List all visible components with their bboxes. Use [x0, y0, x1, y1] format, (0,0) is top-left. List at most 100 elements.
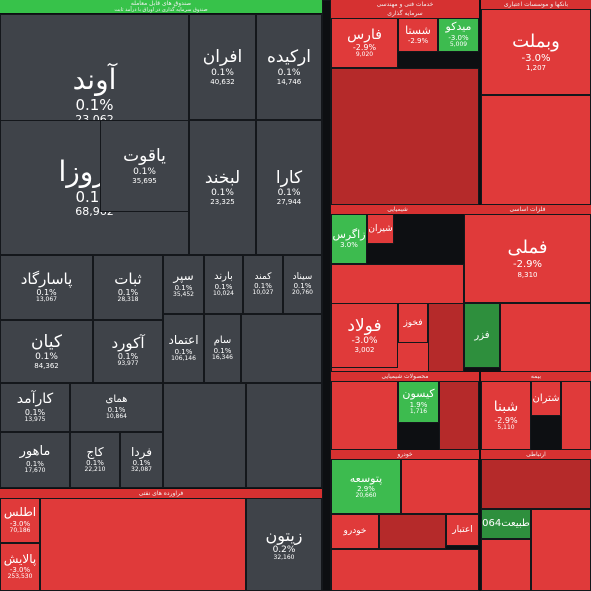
treemap-tile[interactable]: شیران — [367, 214, 394, 244]
tile-value: 28,318 — [117, 296, 139, 304]
treemap-tile[interactable]: فردا 0.1% 32,087 — [120, 432, 163, 488]
tile-name: بارند — [214, 271, 233, 283]
tile-change: 0.1% — [75, 95, 114, 114]
group-header: فلزات اساسی — [464, 205, 591, 214]
tile-name: فارس — [347, 26, 382, 43]
treemap-tile[interactable]: سیناد 0.1% 20,760 — [283, 255, 322, 314]
treemap-tile[interactable]: سام 0.1% 16,346 — [204, 314, 241, 383]
tile-change: 0.1% — [117, 352, 139, 362]
treemap-tile[interactable]: کمند 0.1% 10,027 — [243, 255, 283, 314]
group-header: خودرو — [331, 450, 479, 459]
treemap-tile[interactable]: افران 0.1% 40,632 — [189, 14, 256, 120]
treemap-tile[interactable]: اعتماد 0.1% 106,146 — [163, 314, 204, 383]
treemap-tile[interactable]: اطلس -3.0% 70,186 — [0, 498, 40, 543]
treemap-tile[interactable]: شستا -2.9% — [398, 18, 438, 52]
treemap-tile[interactable]: ماهور 0.1% 17,670 — [0, 432, 70, 488]
tile-change: -2.9% — [494, 415, 518, 425]
group-header: بیمه — [481, 372, 591, 381]
treemap-tile[interactable]: یاقوت 0.1% 35,695 — [100, 120, 189, 212]
treemap-tile[interactable]: فملی -2.9% 8,310 — [464, 214, 591, 303]
tile-name: زیتون — [265, 525, 303, 545]
group-header: بانکها و موسسات اعتباری — [481, 0, 591, 9]
treemap-filler-cell — [246, 383, 322, 488]
group-header-label: ارتباطی — [526, 451, 546, 458]
tile-name: پاسارگاد — [20, 269, 73, 288]
tile-change: -2.9% — [512, 259, 542, 271]
treemap-tile[interactable]: اعتبار — [446, 514, 479, 546]
treemap-tile[interactable]: کارا 0.1% 27,944 — [256, 120, 322, 255]
tile-name: ارکیده — [267, 47, 311, 68]
treemap-tile[interactable]: کیان 0.1% 84,362 — [0, 320, 93, 383]
tile-name: فزر — [474, 329, 490, 341]
group-header-label: فراورده های نفتی — [138, 490, 184, 497]
treemap-tile[interactable]: ثبات 0.1% 28,318 — [93, 255, 163, 320]
tile-name: کاج — [86, 444, 104, 459]
treemap-filler-cell — [331, 68, 479, 205]
tile-value: 17,670 — [24, 467, 46, 475]
treemap-tile[interactable]: وبملت -3.0% 1,207 — [481, 9, 591, 95]
treemap-tile[interactable]: ارکیده 0.1% 14,746 — [256, 14, 322, 120]
treemap-tile[interactable]: زیتون 0.2% 32,160 — [246, 498, 322, 591]
treemap-tile[interactable]: طبیعت064 — [481, 509, 531, 539]
treemap-tile[interactable]: کاج 0.1% 22,210 — [70, 432, 120, 488]
tile-change: 0.1% — [211, 188, 234, 199]
group-header: سرمایه گذاری — [331, 9, 479, 18]
group-header-label: فلزات اساسی — [509, 206, 546, 213]
tile-name: کمند — [254, 271, 272, 282]
tile-name: همای — [105, 394, 128, 406]
treemap-tile[interactable]: پاسارگاد 0.1% 13,067 — [0, 255, 93, 320]
group-header-label: صندوق های قابل معامله — [130, 0, 192, 7]
tile-value: 84,362 — [34, 362, 59, 371]
group-header-label: بانکها و موسسات اعتباری — [503, 1, 569, 8]
tile-value: 3,002 — [354, 346, 375, 355]
treemap-tile[interactable]: لبخند 0.1% 23,325 — [189, 120, 256, 255]
treemap-filler-cell — [439, 381, 479, 450]
treemap-tile[interactable]: شتران — [531, 381, 561, 416]
tile-value: 70,186 — [9, 526, 31, 534]
treemap-tile[interactable]: پتوسعه 2.9% 20,660 — [331, 459, 401, 514]
tile-name: پتوسعه — [349, 471, 383, 485]
tile-change: -3.0% — [351, 336, 378, 347]
treemap-tile[interactable]: پالایش -3.0% 253,530 — [0, 543, 40, 591]
treemap-filler-cell — [428, 303, 464, 372]
treemap-tile[interactable]: فخوز — [398, 303, 428, 343]
tile-value: 20,660 — [355, 492, 377, 500]
tile-change: 0.1% — [213, 346, 232, 355]
treemap-filler-cell — [322, 0, 331, 591]
treemap-filler-cell — [241, 314, 322, 383]
tile-name: آکورد — [111, 333, 145, 352]
tile-change: -3.0% — [9, 519, 31, 528]
treemap-tile[interactable]: کیسون 1.9% 1,716 — [398, 381, 439, 423]
treemap-tile[interactable]: فولاد -3.0% 3,002 — [331, 303, 398, 368]
treemap-tile[interactable]: خودرو — [331, 514, 379, 549]
tile-change: -2.9% — [407, 37, 429, 46]
tile-change: 0.1% — [132, 459, 151, 468]
group-header-label: محصولات شیمیایی — [381, 373, 429, 380]
tile-name: طبیعت064 — [482, 518, 530, 530]
treemap-filler-cell — [401, 459, 479, 514]
tile-name: کیسون — [402, 387, 435, 401]
treemap-tile[interactable]: بارند 0.1% 10,024 — [204, 255, 243, 314]
group-header-label: بیمه — [530, 373, 542, 380]
treemap-tile[interactable]: سپر 0.1% 35,452 — [163, 255, 204, 314]
tile-value: 16,346 — [212, 353, 233, 361]
tile-value: 1,716 — [409, 407, 428, 415]
tile-value: 32,087 — [131, 466, 152, 474]
tile-change: 1.9% — [409, 400, 428, 409]
tile-name: سیناد — [292, 271, 313, 282]
tile-change: 0.1% — [133, 166, 156, 177]
treemap-tile[interactable]: فزر — [464, 303, 500, 368]
tile-value: 35,695 — [132, 176, 157, 185]
treemap-tile[interactable]: همای 0.1% 10,864 — [70, 383, 163, 432]
treemap-tile[interactable]: زاگرس 3.0% — [331, 214, 367, 264]
treemap-tile[interactable]: کارآمد 0.1% 13,975 — [0, 383, 70, 432]
tile-value: 27,944 — [276, 198, 302, 207]
tile-value: 5,110 — [497, 423, 515, 431]
tile-name: فردا — [130, 444, 153, 459]
treemap-filler-cell — [40, 498, 246, 591]
treemap-tile[interactable]: فارس -2.9% 9,020 — [331, 18, 398, 68]
treemap-tile[interactable]: میدکو -3.0% 5,009 — [438, 18, 479, 52]
treemap-tile[interactable]: آکورد 0.1% 93,977 — [93, 320, 163, 383]
treemap-tile[interactable]: شبنا -2.9% 5,110 — [481, 381, 531, 450]
